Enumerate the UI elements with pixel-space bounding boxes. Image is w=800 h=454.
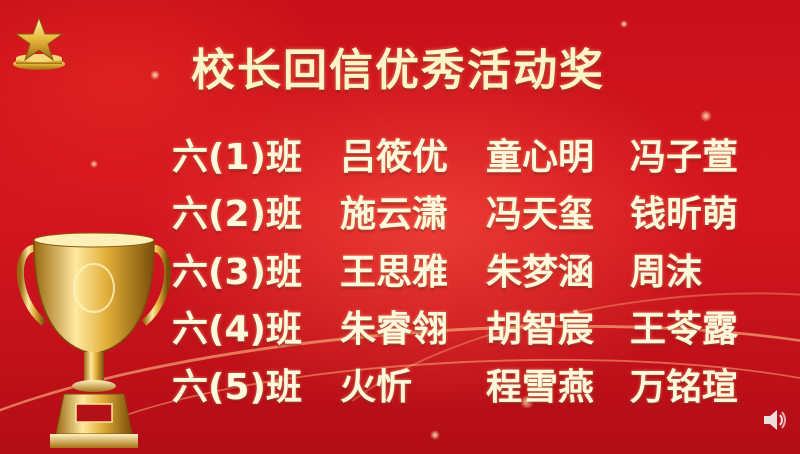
student-name: 朱睿翎 [340, 309, 449, 351]
sparkle [520, 395, 534, 409]
student-name: 王思雅 [340, 251, 449, 293]
award-row: 六(1)班 吕筱优 童心明 冯子萱 [172, 125, 760, 183]
student-name: 冯天玺 [486, 194, 595, 236]
class-label: 六(2)班 [172, 194, 302, 236]
page-title: 校长回信优秀活动奖 [191, 45, 605, 96]
sparkle [430, 430, 440, 440]
award-row: 六(5)班 火忻 程雪燕 万铭瑄 [172, 355, 760, 413]
award-list: 六(1)班 吕筱优 童心明 冯子萱 六(2)班 施云潇 冯天玺 钱昕萌 六(3)… [172, 125, 760, 413]
student-name: 童心明 [486, 136, 595, 178]
student-name: 程雪燕 [486, 366, 595, 408]
student-name: 王苓露 [630, 309, 739, 351]
trophy-icon [16, 232, 172, 448]
class-label: 六(1)班 [172, 136, 302, 178]
award-row: 六(2)班 施云潇 冯天玺 钱昕萌 [172, 183, 760, 241]
sparkle [700, 110, 712, 122]
student-name: 冯子萱 [630, 136, 739, 178]
student-name: 周沫 [630, 251, 703, 293]
speaker-icon[interactable] [762, 408, 788, 432]
sparkle [90, 160, 98, 168]
award-row: 六(3)班 王思雅 朱梦涵 周沫 [172, 240, 760, 298]
class-label: 六(4)班 [172, 309, 302, 351]
sparkle [150, 70, 160, 80]
student-name: 施云潇 [340, 194, 449, 236]
class-label: 六(5)班 [172, 366, 302, 408]
student-name: 万铭瑄 [630, 366, 739, 408]
student-name: 吕筱优 [340, 136, 449, 178]
student-name: 火忻 [340, 366, 413, 408]
student-name: 朱梦涵 [486, 251, 595, 293]
student-name: 钱昕萌 [630, 194, 739, 236]
sparkle [620, 20, 628, 28]
star-badge-icon [13, 16, 65, 70]
award-row: 六(4)班 朱睿翎 胡智宸 王苓露 [172, 298, 760, 356]
class-label: 六(3)班 [172, 251, 302, 293]
student-name: 胡智宸 [486, 309, 595, 351]
